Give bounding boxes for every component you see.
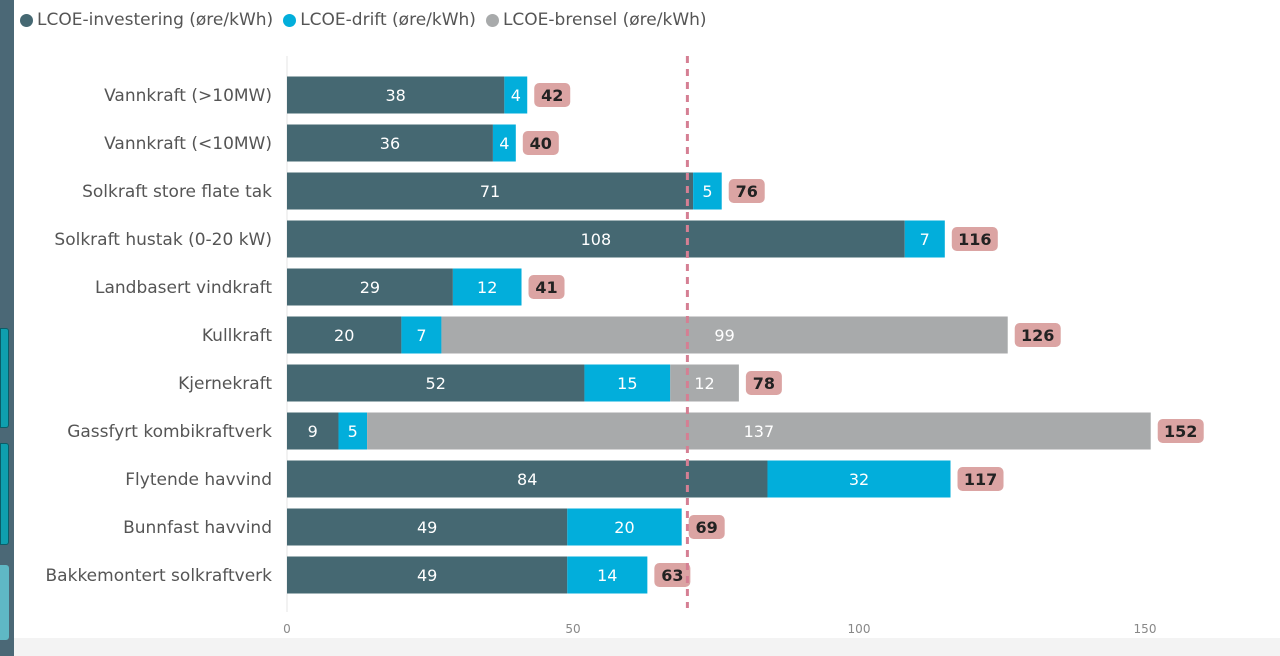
bar-segment-investering — [287, 76, 505, 114]
segment-value-label: 49 — [417, 518, 437, 537]
bar-segment-investering — [287, 508, 568, 546]
total-label-bg — [1157, 419, 1204, 443]
total-value-label: 76 — [736, 182, 758, 201]
category-label: Flytende havvind — [125, 470, 272, 490]
total-label-bg — [534, 83, 571, 107]
legend-dot-icon — [283, 13, 297, 27]
bar-segment-drift — [504, 76, 528, 114]
segment-value-label: 108 — [581, 230, 612, 249]
total-value-label: 152 — [1164, 422, 1197, 441]
segment-value-label: 4 — [511, 86, 521, 105]
total-label-bg — [522, 131, 559, 155]
x-tick-label: 100 — [848, 622, 871, 636]
total-value-label: 126 — [1021, 326, 1054, 345]
bar-segment-investering — [287, 364, 585, 402]
bar-segment-brensel — [441, 316, 1008, 354]
bar-segment-investering — [287, 124, 493, 162]
segment-value-label: 99 — [714, 326, 734, 345]
total-value-label: 41 — [535, 278, 557, 297]
bar-segment-drift — [567, 508, 682, 546]
bar-segment-drift — [904, 220, 945, 258]
category-label: Kullkraft — [202, 326, 272, 346]
segment-value-label: 20 — [614, 518, 634, 537]
total-label-bg — [654, 563, 691, 587]
segment-value-label: 38 — [386, 86, 406, 105]
total-value-label: 78 — [753, 374, 775, 393]
bar-segment-brensel — [670, 364, 739, 402]
category-label: Kjernekraft — [178, 374, 272, 394]
bar-segment-investering — [287, 316, 402, 354]
bar-segment-drift — [492, 124, 516, 162]
legend-dot-icon — [485, 13, 499, 27]
legend-item-brensel[interactable]: LCOE-brensel (øre/kWh) — [485, 10, 707, 30]
bar-segment-investering — [287, 172, 694, 210]
segment-value-label: 32 — [849, 470, 869, 489]
total-label-bg — [951, 227, 998, 251]
side-button-1[interactable] — [0, 328, 9, 428]
category-label: Vannkraft (<10MW) — [104, 134, 272, 154]
total-label-bg — [528, 275, 565, 299]
segment-value-label: 4 — [499, 134, 509, 153]
bar-segment-investering — [287, 268, 453, 306]
category-label: Vannkraft (>10MW) — [104, 86, 272, 106]
total-value-label: 117 — [964, 470, 997, 489]
category-label: Solkraft hustak (0-20 kW) — [54, 230, 272, 250]
segment-value-label: 5 — [348, 422, 358, 441]
bar-segment-drift — [767, 460, 951, 498]
bar-segment-drift — [567, 556, 648, 594]
total-value-label: 69 — [696, 518, 718, 537]
bottom-bar — [14, 638, 1280, 656]
bar-segment-drift — [584, 364, 671, 402]
category-label: Gassfyrt kombikraftverk — [67, 422, 272, 442]
segment-value-label: 29 — [360, 278, 380, 297]
total-label-bg — [728, 179, 765, 203]
total-label-bg — [688, 515, 725, 539]
bar-segment-drift — [401, 316, 442, 354]
side-button-3[interactable] — [0, 565, 9, 640]
segment-value-label: 7 — [920, 230, 930, 249]
category-label: Bunnfast havvind — [123, 518, 272, 538]
bar-segment-investering — [287, 556, 568, 594]
category-label: Solkraft store flate tak — [82, 182, 272, 202]
total-label-bg — [1014, 323, 1061, 347]
category-label: Landbasert vindkraft — [95, 278, 272, 298]
total-value-label: 116 — [958, 230, 991, 249]
legend-item-investering[interactable]: LCOE-investering (øre/kWh) — [20, 10, 273, 30]
total-value-label: 42 — [541, 86, 563, 105]
total-value-label: 63 — [661, 566, 683, 585]
bar-segment-investering — [287, 412, 339, 450]
x-tick-label: 0 — [283, 622, 291, 636]
segment-value-label: 7 — [416, 326, 426, 345]
segment-value-label: 14 — [597, 566, 617, 585]
bar-segment-brensel — [367, 412, 1151, 450]
segment-value-label: 49 — [417, 566, 437, 585]
total-value-label: 40 — [530, 134, 552, 153]
bar-segment-investering — [287, 220, 905, 258]
total-label-bg — [957, 467, 1004, 491]
legend: LCOE-investering (øre/kWh) LCOE-drift (ø… — [20, 10, 707, 30]
x-tick-label: 150 — [1134, 622, 1157, 636]
segment-value-label: 20 — [334, 326, 354, 345]
segment-value-label: 36 — [380, 134, 400, 153]
segment-value-label: 12 — [694, 374, 714, 393]
side-button-2[interactable] — [0, 443, 9, 545]
segment-value-label: 12 — [477, 278, 497, 297]
x-tick-label: 50 — [565, 622, 580, 636]
segment-value-label: 84 — [517, 470, 537, 489]
total-label-bg — [745, 371, 782, 395]
segment-value-label: 9 — [308, 422, 318, 441]
legend-item-drift[interactable]: LCOE-drift (øre/kWh) — [283, 10, 476, 30]
side-panel — [0, 0, 14, 656]
bar-segment-drift — [338, 412, 368, 450]
segment-value-label: 52 — [426, 374, 446, 393]
category-label: Bakkemontert solkraftverk — [46, 566, 273, 586]
legend-dot-icon — [20, 13, 33, 27]
segment-value-label: 137 — [744, 422, 775, 441]
segment-value-label: 5 — [702, 182, 712, 201]
bar-segment-drift — [452, 268, 522, 306]
segment-value-label: 71 — [480, 182, 500, 201]
bar-segment-drift — [693, 172, 722, 210]
segment-value-label: 15 — [617, 374, 637, 393]
